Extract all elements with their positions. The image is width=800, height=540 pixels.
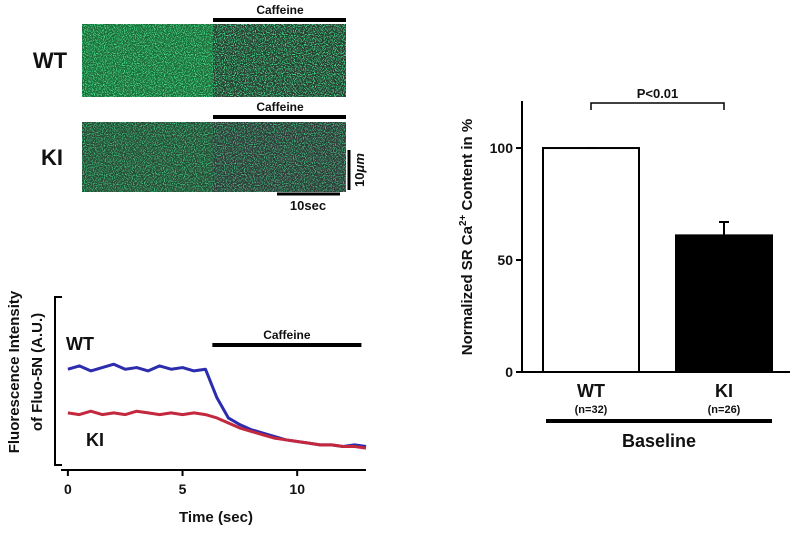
trace-chart: 0 5 10 Time (sec) Fluorescence Intensity of F… [6, 290, 367, 526]
y-axis-title: of Fluo-5N (A.U.) [29, 313, 46, 431]
scale-unit: μm [352, 153, 367, 174]
x-tick-label: 10 [289, 481, 305, 497]
y-axis-title-part: 2+ [458, 214, 469, 226]
ki-image-noise [82, 122, 346, 192]
sample-size: (n=32) [575, 404, 608, 416]
x-tick-label: 0 [64, 481, 72, 497]
y-tick-label: 0 [505, 364, 513, 380]
linescan-images: Caffeine Caffeine WT KI 10μm 10sec [33, 3, 367, 213]
wt-image-noise [82, 24, 346, 97]
scale-number: 10 [352, 172, 367, 186]
time-scale-label: 10sec [290, 198, 326, 213]
series-label: KI [86, 430, 104, 450]
x-tick-label: KI [715, 381, 733, 401]
bar-chart: 0 50 100 Normalized SR Ca2+ Content in % WT (… [458, 86, 790, 451]
x-tick-label: WT [577, 381, 605, 401]
y-axis-title-part: Normalized SR Ca [459, 225, 476, 355]
caffeine-label: Caffeine [256, 3, 304, 17]
trace [67, 409, 367, 450]
y-axis-title: Fluorescence Intensity [6, 290, 23, 453]
caffeine-label: Caffeine [256, 100, 304, 114]
caffeine-label: Caffeine [263, 328, 311, 342]
sample-size: (n=26) [708, 404, 741, 416]
significance-label: P<0.01 [637, 86, 679, 101]
y-axis-bracket [54, 296, 62, 466]
x-axis-title: Time (sec) [179, 509, 253, 526]
series-label: WT [66, 334, 94, 354]
trace [67, 362, 367, 449]
significance-bracket [590, 102, 725, 110]
space-scale-label: 10μm [352, 153, 367, 187]
x-tick-label: 5 [179, 481, 187, 497]
y-tick-label: 100 [490, 140, 514, 156]
row-label: WT [33, 48, 68, 73]
y-tick-label: 50 [497, 252, 513, 268]
error-bar [719, 220, 729, 236]
group-label: Baseline [622, 431, 696, 451]
bar [675, 234, 773, 373]
bar [542, 147, 640, 373]
y-axis-title-part: Content in % [459, 119, 476, 215]
row-label: KI [41, 145, 63, 170]
y-axis-title: Normalized SR Ca2+ Content in % [458, 119, 476, 355]
